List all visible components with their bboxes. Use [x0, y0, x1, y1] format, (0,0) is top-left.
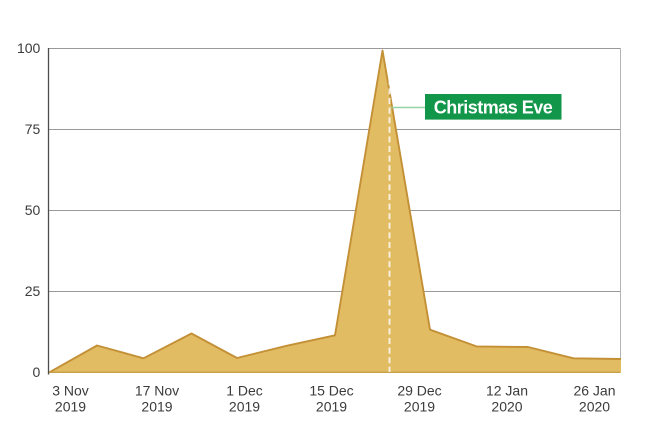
svg-text:15 Dec: 15 Dec [309, 383, 353, 399]
svg-text:2019: 2019 [141, 399, 172, 415]
svg-text:12 Jan: 12 Jan [486, 383, 528, 399]
svg-text:2019: 2019 [404, 399, 435, 415]
svg-text:75: 75 [25, 121, 41, 137]
svg-text:Christmas Eve: Christmas Eve [434, 98, 553, 118]
svg-text:1 Dec: 1 Dec [226, 383, 263, 399]
svg-text:2020: 2020 [491, 399, 522, 415]
svg-text:100: 100 [17, 40, 41, 56]
svg-text:2019: 2019 [229, 399, 260, 415]
svg-text:17 Nov: 17 Nov [135, 383, 179, 399]
svg-text:26 Jan: 26 Jan [573, 383, 615, 399]
svg-text:29 Dec: 29 Dec [397, 383, 441, 399]
svg-text:25: 25 [25, 283, 41, 299]
svg-text:0: 0 [33, 364, 41, 380]
svg-text:2019: 2019 [316, 399, 347, 415]
svg-text:2020: 2020 [579, 399, 610, 415]
svg-text:50: 50 [25, 202, 41, 218]
svg-text:2019: 2019 [55, 399, 86, 415]
svg-text:3 Nov: 3 Nov [52, 383, 89, 399]
